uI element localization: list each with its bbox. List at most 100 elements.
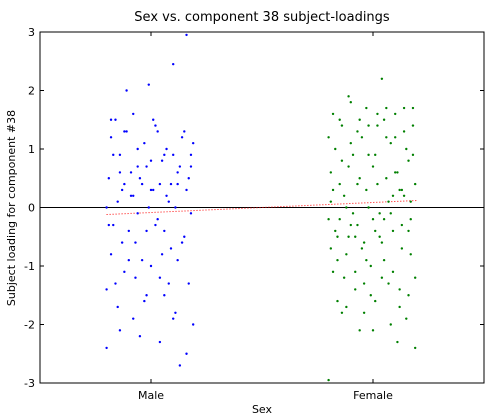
female-point xyxy=(382,118,386,121)
male-point xyxy=(132,194,135,197)
male-point xyxy=(156,130,159,133)
male-point xyxy=(176,258,179,262)
female-point xyxy=(365,188,368,192)
female-point xyxy=(354,235,357,238)
female-point xyxy=(371,218,375,221)
male-point xyxy=(158,276,162,279)
male-point xyxy=(176,171,179,174)
female-point xyxy=(374,153,377,157)
female-point xyxy=(374,229,377,233)
chart-title: Sex vs. component 38 subject-loadings xyxy=(134,10,390,25)
female-point xyxy=(362,282,366,285)
male-point xyxy=(176,182,179,186)
female-point xyxy=(356,223,359,227)
y-tick-label: 2 xyxy=(28,85,35,98)
female-point xyxy=(409,253,412,256)
male-point xyxy=(163,294,166,297)
male-point xyxy=(136,147,139,151)
female-point xyxy=(411,106,415,110)
female-point xyxy=(376,182,379,186)
female-point xyxy=(369,264,372,268)
female-point xyxy=(380,241,384,244)
female-point xyxy=(398,188,401,192)
female-point xyxy=(327,218,330,221)
female-point xyxy=(394,136,397,139)
female-point xyxy=(329,200,333,203)
male-point xyxy=(107,223,111,227)
female-point xyxy=(376,124,379,127)
male-point xyxy=(172,62,175,66)
female-point xyxy=(327,136,330,139)
female-point xyxy=(413,346,417,350)
female-point xyxy=(409,200,412,203)
male-point xyxy=(136,165,139,168)
female-point xyxy=(376,112,379,116)
female-point xyxy=(329,247,333,250)
male-point xyxy=(147,83,150,86)
female-point xyxy=(387,282,390,285)
male-point xyxy=(145,229,148,233)
male-point xyxy=(138,335,142,338)
male-point xyxy=(187,282,190,285)
female-point xyxy=(378,212,381,215)
male-point xyxy=(172,153,175,157)
y-tick-label: -3 xyxy=(24,377,35,390)
male-point xyxy=(189,153,193,157)
female-point xyxy=(336,235,339,238)
female-point xyxy=(338,182,341,186)
male-point xyxy=(127,229,130,233)
female-point xyxy=(362,311,366,314)
male-point xyxy=(118,153,122,157)
female-point xyxy=(360,136,364,139)
male-point xyxy=(149,159,153,162)
female-point xyxy=(385,177,388,180)
female-point xyxy=(340,124,344,127)
male-point xyxy=(112,153,115,157)
x-axis: Male Female xyxy=(138,32,393,402)
female-point xyxy=(347,235,350,238)
male-point xyxy=(165,147,168,151)
female-point xyxy=(360,247,364,250)
y-tick-label: 0 xyxy=(28,202,35,215)
female-point xyxy=(380,77,384,81)
male-point xyxy=(165,194,168,197)
female-point xyxy=(362,241,366,244)
female-point xyxy=(385,136,388,139)
female-point xyxy=(334,147,337,151)
male-point xyxy=(174,311,177,314)
male-point xyxy=(120,188,124,192)
x-tick-label: Male xyxy=(138,389,164,402)
male-point xyxy=(158,340,162,344)
male-point xyxy=(189,212,193,215)
female-point xyxy=(347,95,350,98)
female-point xyxy=(371,329,375,332)
male-point xyxy=(163,229,166,233)
male-point xyxy=(105,288,108,291)
male-point xyxy=(185,33,188,37)
female-point xyxy=(413,276,417,279)
male-point xyxy=(109,118,113,121)
male-point xyxy=(143,299,146,303)
female-point xyxy=(402,130,406,133)
female-point xyxy=(351,153,355,157)
male-point xyxy=(140,182,144,186)
female-point xyxy=(402,106,406,110)
female-point xyxy=(385,106,388,110)
male-point xyxy=(127,258,130,262)
data-points xyxy=(105,33,417,382)
female-point xyxy=(413,182,417,186)
female-point xyxy=(327,378,330,382)
female-point xyxy=(331,112,335,116)
male-point xyxy=(145,294,148,297)
male-point xyxy=(123,270,126,274)
male-point xyxy=(154,124,157,127)
female-point xyxy=(356,130,359,133)
female-point xyxy=(389,141,392,145)
female-point xyxy=(365,106,368,110)
male-point xyxy=(120,241,124,244)
female-point xyxy=(367,124,370,127)
female-point xyxy=(407,229,410,233)
female-point xyxy=(396,171,399,174)
female-point xyxy=(331,188,335,192)
